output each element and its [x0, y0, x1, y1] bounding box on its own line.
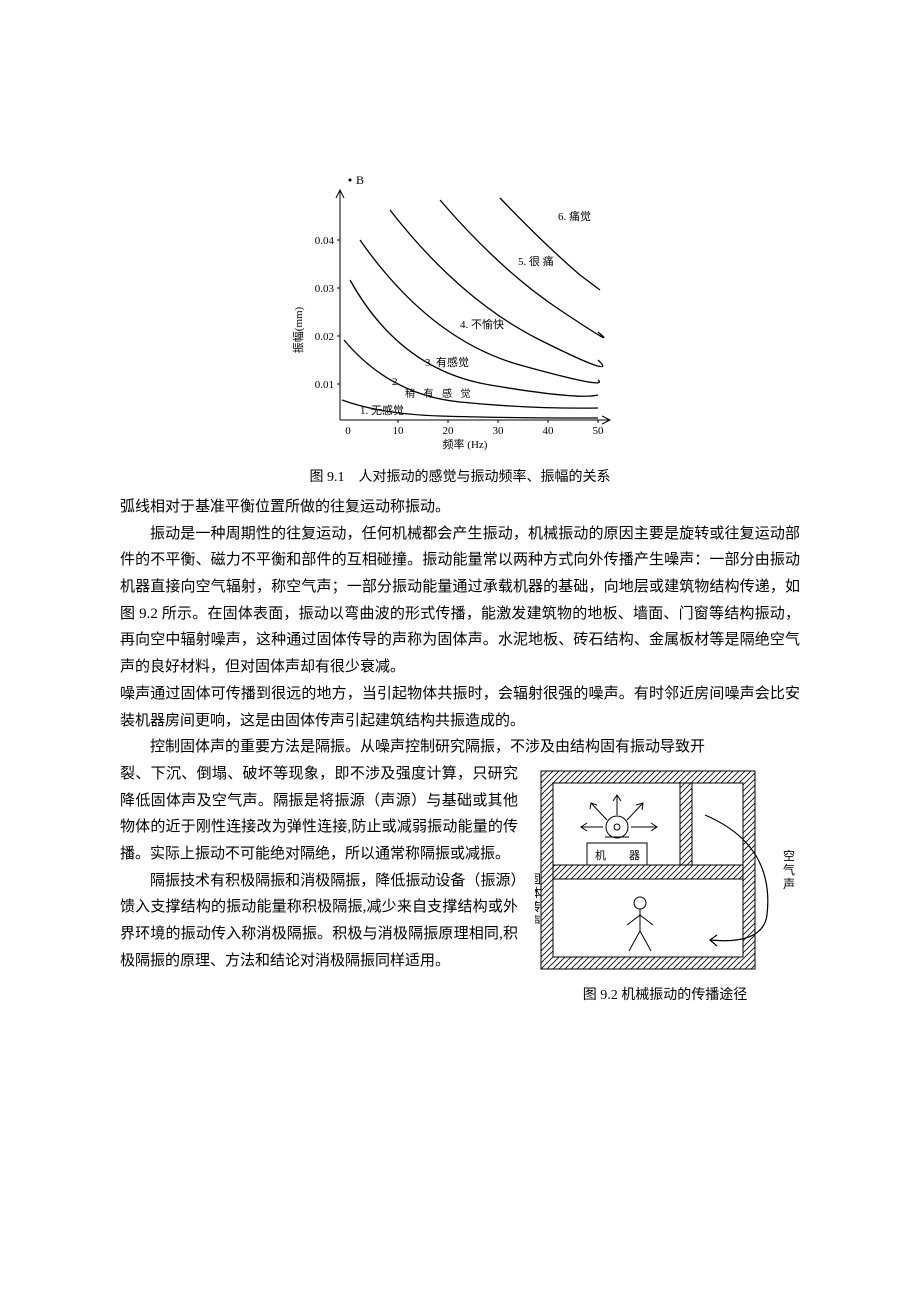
- x-axis-label: 频率 (Hz): [443, 437, 488, 451]
- svg-text:6. 痛觉: 6. 痛觉: [558, 209, 591, 223]
- vibration-curves: [342, 198, 604, 418]
- paragraph-3-lead: 控制固体声的重要方法是隔振。从噪声控制研究隔振，不涉及由结构固有振动导致开: [120, 734, 800, 761]
- svg-text:0: 0: [345, 425, 351, 437]
- svg-text:40: 40: [543, 425, 555, 437]
- svg-text:3. 有感觉: 3. 有感觉: [425, 355, 469, 369]
- svg-text:10: 10: [393, 425, 405, 437]
- svg-text:0.01: 0.01: [315, 379, 334, 391]
- solid-sound-label-g: 固 体 传 声: [535, 872, 541, 928]
- svg-text:机: 机: [595, 848, 606, 862]
- figure-9-1-caption: 图 9.1 人对振动的感觉与振动频率、振幅的关系: [290, 466, 630, 486]
- figure-9-1: B 0.04 0.03 0.02 0.01 振幅(mm) 0 10 20 30: [290, 170, 630, 486]
- vibration-propagation-diagram: 机 器: [535, 765, 795, 975]
- svg-text:体: 体: [535, 886, 541, 900]
- svg-text:4. 不愉快: 4. 不愉快: [460, 317, 504, 331]
- svg-text:0.03: 0.03: [315, 283, 335, 295]
- svg-text:1. 无感觉: 1. 无感觉: [360, 404, 404, 417]
- svg-text:20: 20: [443, 425, 455, 437]
- paragraph-2: 噪声通过固体可传播到很远的地方，当引起物体共振时，会辐射很强的噪声。有时邻近房间…: [120, 681, 800, 734]
- svg-text:0.02: 0.02: [315, 331, 334, 343]
- svg-text:50: 50: [593, 425, 605, 437]
- svg-text:固: 固: [535, 872, 541, 886]
- vibration-sensation-chart: B 0.04 0.03 0.02 0.01 振幅(mm) 0 10 20 30: [290, 170, 630, 460]
- svg-text:声: 声: [535, 914, 541, 928]
- svg-text:5. 很 痛: 5. 很 痛: [518, 254, 554, 268]
- figure-9-2: 机 器: [530, 765, 800, 1004]
- svg-text:30: 30: [493, 425, 505, 437]
- x-ticks: 0 10 20 30 40 50: [345, 420, 604, 437]
- svg-text:稍 有 感 觉: 稍 有 感 觉: [405, 387, 474, 400]
- svg-text:2.: 2.: [392, 376, 401, 388]
- paragraph-1: 振动是一种周期性的往复运动，任何机械都会产生振动，机械振动的原因主要是旋转或往复…: [120, 521, 800, 681]
- svg-text:传: 传: [535, 899, 541, 914]
- figure-9-2-caption: 图 9.2 机械振动的传播途径: [530, 984, 800, 1004]
- svg-text:0.04: 0.04: [315, 235, 335, 247]
- y-ticks: 0.04 0.03 0.02 0.01: [315, 235, 340, 391]
- curve-labels: 1. 无感觉 2. 稍 有 感 觉 3. 有感觉 4. 不愉快 5. 很 痛 6…: [360, 209, 591, 417]
- paragraph-lead: 弧线相对于基准平衡位置所做的往复运动称振动。: [120, 494, 800, 521]
- svg-text:器: 器: [629, 849, 640, 862]
- point-b-label: B: [356, 173, 364, 187]
- air-sound-label: 空 气 声: [783, 849, 795, 891]
- y-axis-label: 振幅(mm): [291, 306, 305, 353]
